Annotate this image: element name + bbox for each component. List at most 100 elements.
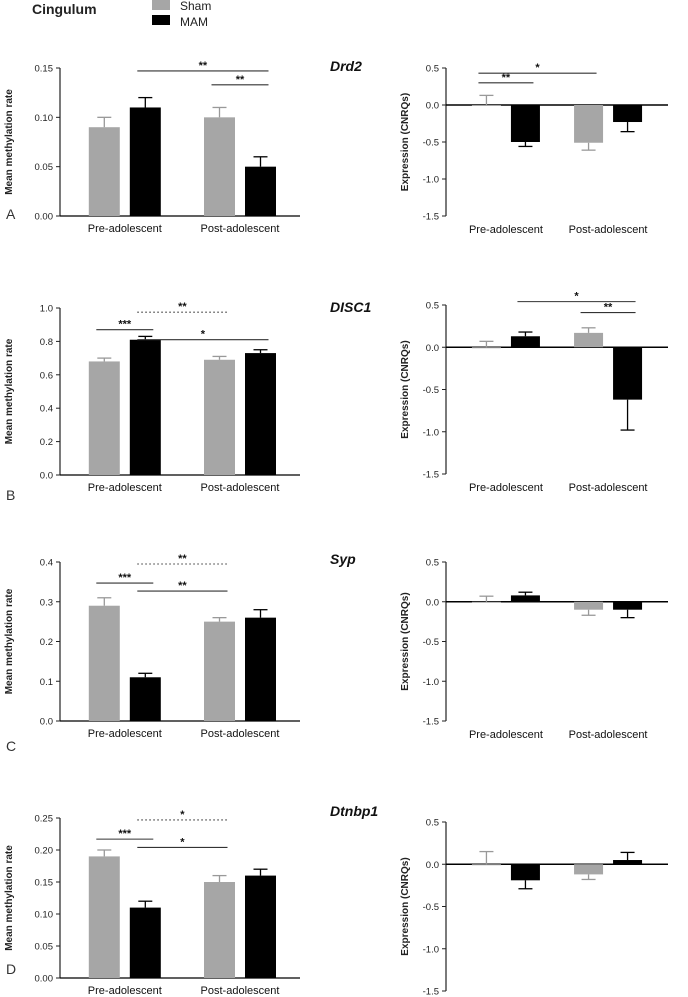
panel-5-y-tick-label: 0.1 (40, 677, 53, 688)
legend-label-sham: Sham (180, 0, 211, 13)
panel-4-gene-name: DISC1 (330, 299, 371, 315)
panel-7-y-tick-label: 0.25 (35, 814, 54, 825)
panel-4-y-tick-label: -1.5 (423, 470, 439, 481)
panel-2-y-tick-label: 0.0 (426, 101, 439, 112)
panel-6-category-label: Pre-adolescent (469, 729, 543, 741)
panel-5-y-tick-label: 0.0 (40, 717, 53, 728)
panel-5-significance-label: ** (178, 553, 187, 565)
panel-1-y-tick-label: 0.05 (35, 162, 54, 173)
panel-2-y-axis-label: Expression (CNRQs) (400, 93, 411, 191)
panel-3-category-label: Pre-adolescent (88, 482, 162, 494)
panel-5-y-tick-label: 0.3 (40, 597, 53, 608)
panel-2-bar-sham-2 (574, 105, 604, 143)
panel-7-y-tick-label: 0.00 (35, 974, 54, 985)
panel-6-bar-mam-2 (613, 601, 643, 610)
panel-8-bar-mam-1 (510, 864, 540, 881)
panel-3-y-tick-label: 0.6 (40, 370, 53, 381)
panel-7-bar-mam-2 (245, 875, 276, 978)
panel-8-bar-sham-1 (471, 864, 501, 866)
panel-4-bar-sham-1 (471, 347, 501, 349)
panel-6-y-tick-label: -0.5 (423, 637, 439, 648)
panel-3-bar-sham-2 (204, 359, 235, 475)
panel-7-bar-sham-2 (204, 882, 235, 978)
panel-3-bar-mam-2 (245, 353, 276, 475)
panel-3-category-label: Post-adolescent (201, 482, 280, 494)
panel-7-category-label: Pre-adolescent (88, 985, 162, 997)
panel-5-y-tick-label: 0.4 (40, 558, 53, 569)
panel-5-panel-letter: C (6, 738, 16, 754)
panel-4-bar-sham-2 (574, 332, 604, 348)
panel-5-category-label: Pre-adolescent (88, 728, 162, 740)
panel-1-category-label: Pre-adolescent (88, 223, 162, 235)
panel-8-y-tick-label: -0.5 (423, 902, 439, 913)
panel-3-bar-mam-1 (129, 339, 161, 475)
legend-label-mam: MAM (180, 15, 208, 29)
panel-3-y-tick-label: 0.8 (40, 337, 53, 348)
panel-1-significance-label: ** (199, 60, 208, 72)
panel-8-bar-sham-2 (574, 864, 604, 875)
panel-7-panel-letter: D (6, 961, 16, 977)
panel-1-y-axis-label: Mean methylation rate (4, 89, 15, 195)
panel-3-bar-sham-1 (88, 361, 120, 475)
panel-2-bar-sham-1 (471, 105, 501, 106)
panel-4-category-label: Pre-adolescent (469, 482, 543, 494)
panel-2-y-tick-label: -0.5 (423, 138, 439, 149)
panel-6-y-tick-label: 0.0 (426, 597, 439, 608)
panel-4-bar-mam-2 (613, 347, 643, 400)
panel-5-significance-label: *** (118, 572, 132, 584)
panel-7-y-tick-label: 0.15 (35, 878, 54, 889)
panel-4-y-tick-label: 0.0 (426, 343, 439, 354)
panel-1-y-tick-label: 0.00 (35, 212, 54, 223)
panel-8-y-tick-label: -1.0 (423, 944, 439, 955)
panel-1-bar-mam-2 (245, 166, 276, 216)
panel-4-category-label: Post-adolescent (569, 482, 648, 494)
panel-7-category-label: Post-adolescent (201, 985, 280, 997)
panel-4-y-axis-label: Expression (CNRQs) (400, 340, 411, 438)
panel-6-bar-mam-1 (510, 595, 540, 602)
panel-4-y-tick-label: -1.0 (423, 427, 439, 438)
panel-2-y-tick-label: -1.5 (423, 212, 439, 223)
panel-1-y-tick-label: 0.10 (35, 113, 54, 124)
panel-4-significance-label: * (574, 291, 579, 303)
panel-6-bar-sham-1 (471, 601, 501, 603)
panel-8-y-tick-label: -1.5 (423, 987, 439, 997)
panel-7-y-tick-label: 0.05 (35, 942, 54, 953)
panel-6-gene-name: Syp (330, 551, 356, 567)
legend-swatch-sham (152, 0, 170, 10)
panel-6-y-axis-label: Expression (CNRQs) (400, 592, 411, 690)
panel-8-y-axis-label: Expression (CNRQs) (400, 857, 411, 955)
panel-5-category-label: Post-adolescent (201, 728, 280, 740)
panel-2-significance-label: ** (502, 72, 511, 84)
panel-2-significance-label: * (535, 62, 540, 74)
panel-2-bar-mam-2 (613, 105, 643, 123)
panel-8-y-tick-label: 0.5 (426, 818, 439, 829)
panel-3-significance-label: ** (178, 301, 187, 313)
panel-7-significance-label: * (180, 809, 185, 821)
panel-2-category-label: Post-adolescent (569, 224, 648, 236)
panel-7-significance-label: * (180, 836, 185, 848)
panel-5-y-axis-label: Mean methylation rate (4, 588, 15, 694)
panel-7-bar-sham-1 (88, 856, 120, 978)
panel-4-significance-label: ** (604, 302, 613, 314)
panel-8-gene-name: Dtnbp1 (330, 803, 378, 819)
panel-1-bar-sham-1 (88, 127, 120, 216)
panel-6-y-tick-label: 0.5 (426, 558, 439, 569)
panel-1-bar-mam-1 (129, 107, 161, 216)
panel-1-panel-letter: A (6, 206, 16, 222)
panel-4-y-tick-label: 0.5 (426, 301, 439, 312)
panel-1-significance-label: ** (236, 74, 245, 86)
panel-6-y-tick-label: -1.5 (423, 717, 439, 728)
panel-5-bar-mam-2 (245, 617, 276, 721)
panel-2-y-tick-label: -1.0 (423, 175, 439, 186)
panel-5-significance-label: ** (178, 580, 187, 592)
panel-5-bar-sham-1 (88, 605, 120, 721)
panel-6-bar-sham-2 (574, 601, 604, 610)
panel-5-bar-mam-1 (129, 677, 161, 721)
panel-5-bar-sham-2 (204, 621, 235, 721)
panel-2-bar-mam-1 (510, 105, 540, 142)
panel-3-y-tick-label: 0.4 (40, 404, 53, 415)
panel-3-significance-label: *** (118, 319, 132, 331)
panel-3-significance-label: * (201, 329, 206, 341)
panel-8-bar-mam-2 (613, 860, 643, 865)
panel-3-y-tick-label: 1.0 (40, 304, 53, 315)
